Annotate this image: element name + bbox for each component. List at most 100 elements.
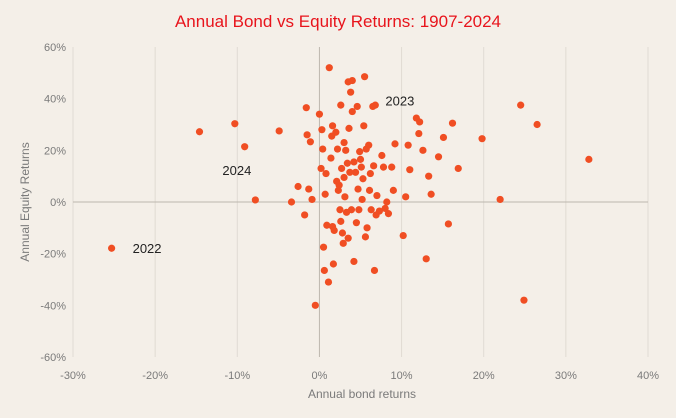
data-point xyxy=(533,120,541,129)
data-point xyxy=(361,233,370,241)
annotation-2022: 2022 xyxy=(133,241,162,256)
data-point xyxy=(294,182,302,191)
data-point xyxy=(355,206,363,214)
data-point xyxy=(419,146,427,154)
data-point xyxy=(454,164,462,173)
data-point xyxy=(306,138,314,146)
data-point xyxy=(319,145,327,153)
data-point xyxy=(346,168,354,176)
data-point xyxy=(366,169,374,178)
x-tick-label: 40% xyxy=(637,370,659,382)
data-point xyxy=(416,118,424,126)
annotation-2024: 2024 xyxy=(222,163,251,178)
data-point xyxy=(333,145,342,153)
data-point xyxy=(363,224,371,232)
data-point xyxy=(370,266,379,275)
data-point xyxy=(370,162,378,170)
data-point xyxy=(320,266,328,275)
data-point xyxy=(425,172,433,180)
data-point xyxy=(399,231,407,240)
data-point xyxy=(358,195,366,204)
data-point xyxy=(327,154,335,162)
data-point xyxy=(361,73,369,81)
data-point xyxy=(517,101,525,109)
data-point xyxy=(347,88,355,96)
x-tick-label: -20% xyxy=(142,370,168,382)
data-point xyxy=(356,155,365,163)
y-axis-label: Annual Equity Returns xyxy=(18,142,32,261)
grid xyxy=(72,47,649,357)
data-point xyxy=(324,278,333,286)
y-tick-label: 0% xyxy=(50,197,66,209)
x-tick-label: -10% xyxy=(224,370,250,382)
data-point xyxy=(406,166,414,174)
data-point xyxy=(311,301,319,309)
data-point xyxy=(371,101,379,109)
data-point xyxy=(195,128,204,136)
data-point xyxy=(275,127,283,135)
data-point xyxy=(388,163,396,171)
data-point xyxy=(345,124,353,132)
data-point xyxy=(384,210,393,218)
data-point xyxy=(305,185,313,193)
chart-title: Annual Bond vs Equity Returns: 1907-2024 xyxy=(175,12,501,31)
data-point xyxy=(318,126,326,134)
data-point xyxy=(365,186,374,194)
data-point xyxy=(389,186,397,194)
data-point xyxy=(337,217,345,225)
data-point xyxy=(520,296,528,304)
data-point xyxy=(354,185,362,193)
data-point xyxy=(330,226,338,235)
data-point xyxy=(287,198,296,206)
data-point xyxy=(338,229,347,237)
data-point xyxy=(381,204,389,213)
data-point xyxy=(342,146,350,154)
data-point xyxy=(332,128,340,136)
data-point xyxy=(251,196,259,204)
data-point xyxy=(360,122,368,130)
data-point xyxy=(302,104,310,112)
data-point xyxy=(319,243,328,251)
data-point xyxy=(448,119,457,127)
data-point xyxy=(308,195,316,204)
data-point xyxy=(336,206,344,214)
data-point xyxy=(340,138,348,147)
data-point xyxy=(404,141,412,149)
data-point xyxy=(415,129,423,138)
y-tick-label: 60% xyxy=(44,42,66,54)
data-point xyxy=(351,168,360,176)
data-point xyxy=(350,158,358,166)
tick-labels: -30% -20% -10% 0% 10% 20% 30% 40% 60% 40% 20% 0% -20… xyxy=(40,42,659,382)
data-point xyxy=(343,159,351,167)
x-tick-label: 0% xyxy=(311,370,327,382)
data-point xyxy=(359,175,367,183)
data-point xyxy=(328,122,337,130)
data-point xyxy=(325,64,333,72)
data-point xyxy=(348,107,356,116)
data-point xyxy=(367,206,375,214)
x-tick-label: 30% xyxy=(555,370,577,382)
y-tick-label: -40% xyxy=(40,300,66,312)
data-point xyxy=(383,198,391,206)
data-point xyxy=(322,169,330,178)
data-point xyxy=(402,193,410,201)
data-point xyxy=(439,133,448,142)
data-point xyxy=(335,181,343,189)
data-point xyxy=(338,164,346,173)
data-point xyxy=(352,219,360,227)
data-point xyxy=(350,257,358,266)
annotation-2023: 2023 xyxy=(385,94,414,109)
data-point xyxy=(422,255,430,263)
data-point xyxy=(365,141,373,149)
y-tick-label: -20% xyxy=(40,249,66,261)
data-point xyxy=(444,220,452,228)
data-point xyxy=(303,131,311,139)
data-point xyxy=(357,163,365,171)
y-tick-label: 20% xyxy=(44,145,66,157)
data-point xyxy=(356,148,364,156)
data-point xyxy=(108,244,116,252)
data-point xyxy=(373,191,381,200)
data-point xyxy=(353,102,361,111)
